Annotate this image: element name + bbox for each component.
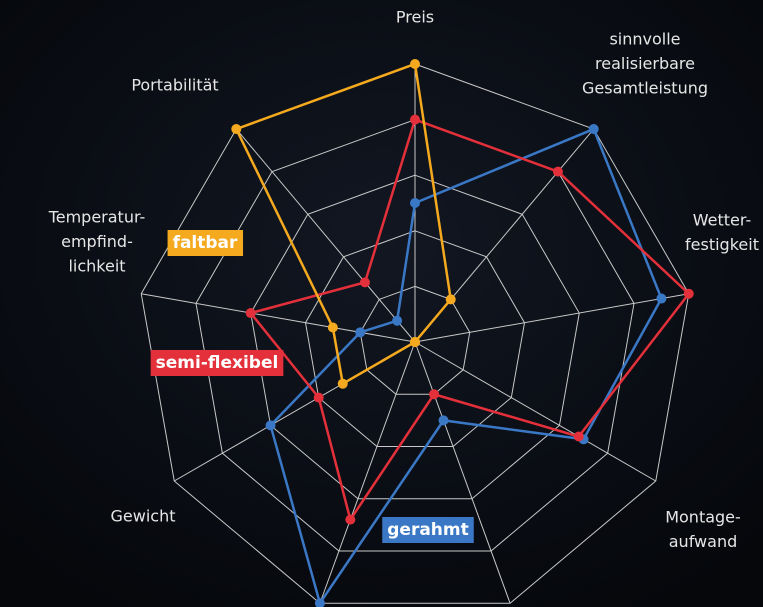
tag-label: gerahmt xyxy=(387,520,469,540)
tag-label: faltbar xyxy=(173,233,238,253)
grid-ring xyxy=(304,230,526,447)
axis-label: festigkeit xyxy=(685,235,759,254)
axis-spoke xyxy=(141,293,416,343)
axis-spoke xyxy=(414,341,657,482)
axis-spoke xyxy=(414,341,511,604)
axis-label: aufwand xyxy=(669,532,737,551)
data-point xyxy=(573,431,584,442)
axis-label: Montage- xyxy=(665,508,741,527)
data-point xyxy=(410,59,420,69)
axis-label: empfind- xyxy=(61,232,133,251)
data-point xyxy=(552,166,563,177)
axis-label: sinnvolle xyxy=(609,30,680,49)
series-line xyxy=(248,117,691,523)
axis-label: realisierbare xyxy=(595,54,695,73)
data-point xyxy=(445,294,456,305)
axis-label: Preis xyxy=(396,8,434,27)
data-point xyxy=(245,308,256,319)
axis-label: Gesamtleistung xyxy=(582,79,708,98)
data-point xyxy=(656,293,667,304)
data-point xyxy=(314,598,325,607)
series-line xyxy=(269,127,663,607)
axis-spoke xyxy=(414,293,689,343)
tag-box xyxy=(382,517,474,543)
data-point xyxy=(231,124,242,135)
data-point xyxy=(410,198,420,208)
data-point xyxy=(392,315,403,326)
axis-label: Wetter- xyxy=(693,211,751,230)
axis-label: Gewicht xyxy=(111,507,176,526)
data-point xyxy=(359,277,370,288)
axis-label: Temperatur- xyxy=(48,208,146,227)
data-point xyxy=(265,420,276,431)
axis-label: Portabilität xyxy=(131,76,218,95)
axis-spoke xyxy=(235,128,416,343)
data-point xyxy=(355,327,366,338)
series-tag: semi-flexibel xyxy=(150,350,284,376)
data-point xyxy=(337,378,348,389)
data-point xyxy=(345,514,356,525)
data-point xyxy=(438,415,449,426)
series-tag: gerahmt xyxy=(382,517,474,543)
data-point xyxy=(429,389,440,400)
data-point xyxy=(683,288,694,299)
data-point xyxy=(327,322,338,333)
grid-ring xyxy=(250,174,580,500)
tag-box xyxy=(167,230,244,256)
axis-label: lichkeit xyxy=(68,257,125,276)
grid-ring xyxy=(140,63,690,604)
grid-ring xyxy=(359,285,471,395)
data-point xyxy=(410,114,420,125)
data-point xyxy=(588,124,599,135)
tag-box xyxy=(150,350,284,376)
data-point xyxy=(313,392,324,403)
axis-spoke xyxy=(319,341,416,604)
data-point xyxy=(410,337,420,347)
series-tag: faltbar xyxy=(167,230,244,256)
tag-label: semi-flexibel xyxy=(156,353,279,373)
